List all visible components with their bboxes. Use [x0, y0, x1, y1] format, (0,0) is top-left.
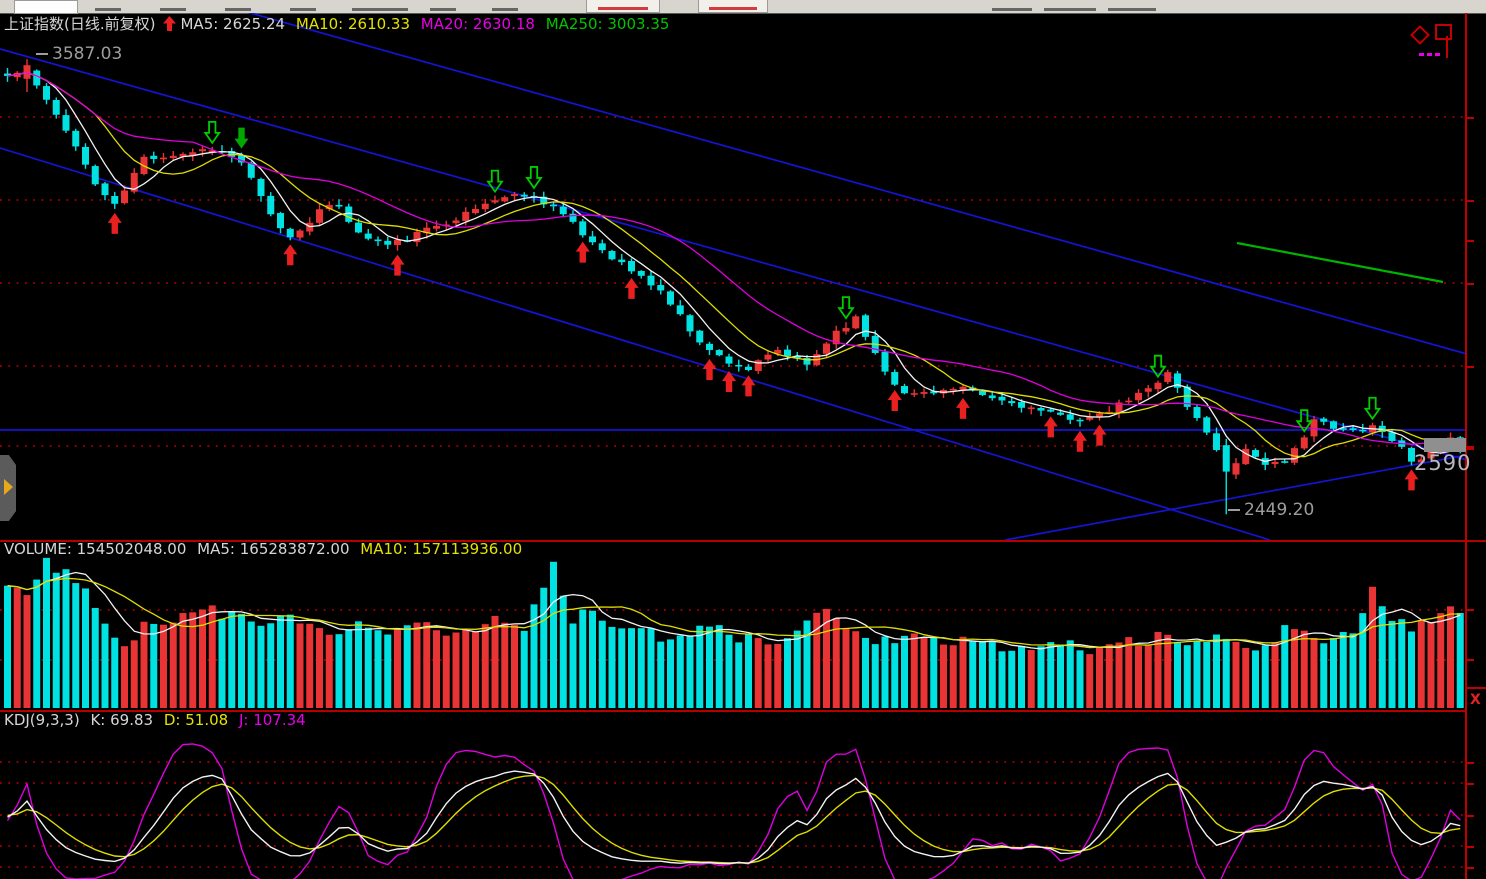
axis-tick	[1467, 117, 1474, 119]
panel-expand-handle[interactable]	[0, 455, 16, 521]
ellipsis-icon[interactable]	[1419, 41, 1443, 60]
axis-tick	[1467, 448, 1474, 450]
volume-canvas[interactable]	[0, 542, 1486, 710]
pane-separator[interactable]	[0, 540, 1486, 542]
menu-item-fragment[interactable]	[95, 8, 121, 11]
high-marker-dash	[36, 53, 48, 55]
low-marker-dash	[1228, 509, 1240, 511]
right-axis	[1465, 13, 1467, 879]
menu-item-fragment[interactable]	[160, 8, 186, 11]
axis-tick	[1467, 446, 1474, 448]
latest-price-label: 2590	[1414, 451, 1472, 475]
pane-separator[interactable]	[0, 710, 1486, 712]
menu-item-fragment[interactable]	[430, 8, 456, 11]
axis-tick	[1467, 846, 1474, 848]
x-axis-button[interactable]: X	[1465, 687, 1486, 712]
axis-tick	[1467, 240, 1474, 242]
axis-tick	[1467, 283, 1474, 285]
menu-item-fragment[interactable]	[225, 8, 251, 11]
chart-corner-tools	[1410, 24, 1452, 58]
axis-tick	[1467, 659, 1474, 661]
menu-bar[interactable]	[0, 0, 1486, 14]
axis-tick	[1467, 783, 1474, 785]
axis-tick	[1467, 609, 1474, 611]
price-tag-box	[1424, 438, 1466, 452]
menu-button-red-1[interactable]	[586, 0, 660, 13]
menu-item-fragment[interactable]	[352, 8, 408, 11]
kdj-canvas[interactable]	[0, 712, 1486, 879]
axis-tick	[1467, 867, 1474, 869]
menu-item-fragment[interactable]	[290, 8, 316, 11]
menu-item-fragment[interactable]	[492, 8, 518, 11]
window-icon[interactable]	[1435, 24, 1452, 58]
axis-tick	[1467, 200, 1474, 202]
menu-item-fragment[interactable]	[992, 8, 1032, 11]
axis-tick	[1467, 366, 1474, 368]
expand-arrow-icon	[4, 479, 13, 495]
axis-tick	[1467, 815, 1474, 817]
main-chart-canvas[interactable]	[0, 13, 1486, 540]
menu-button-red-2[interactable]	[698, 0, 768, 13]
menu-item-fragment[interactable]	[1108, 8, 1156, 11]
menu-item-fragment[interactable]	[1044, 8, 1096, 11]
menu-logo-fragment[interactable]	[14, 0, 78, 14]
axis-tick	[1467, 762, 1474, 764]
